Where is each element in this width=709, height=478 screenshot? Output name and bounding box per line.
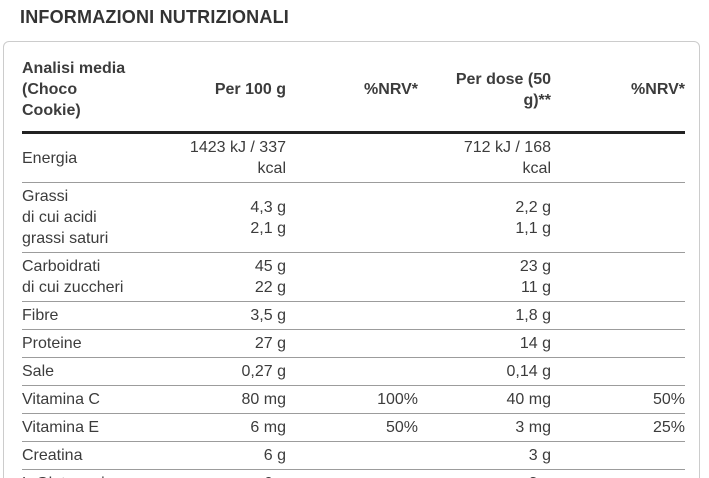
nutrition-card: Analisi media (Choco Cookie) Per 100 g %… [3,41,700,478]
table-row-proteine: Proteine 27 g 14 g [22,329,685,358]
nutrient-label: Vitamina E [22,413,172,442]
nutrient-label: Energia [22,149,78,167]
table-row-fibre: Fibre 3,5 g 1,8 g [22,301,685,330]
table-row-creatina: Creatina 6 g 3 g [22,441,685,470]
nrv-per-100g [286,301,418,330]
nrv-per-dose: 50% [551,385,685,414]
nrv-per-100g [286,329,418,358]
col-header-per-100g: Per 100 g [172,48,286,134]
table-row-carboidrati: Carboidrati di cui zuccheri 45 g 22 g 23… [22,252,685,302]
nrv-per-dose [551,469,685,478]
nrv-per-100g [286,252,418,302]
value-per-dose: 712 kJ / 168 kcal [418,133,551,183]
table-row-grassi: Grassi di cui acidi grassi saturi 4,3 g … [22,182,685,253]
nrv-per-dose: 25% [551,413,685,442]
value-per-100g: 6 mg [172,413,286,442]
table-row-sale: Sale 0,27 g 0,14 g [22,357,685,386]
page-title: INFORMAZIONI NUTRIZIONALI [20,7,289,27]
header-row: Analisi media (Choco Cookie) Per 100 g %… [22,48,685,134]
value-per-dose: 14 g [418,329,551,358]
nrv-per-100g: 50% [286,413,418,442]
nrv-per-dose [551,301,685,330]
value-per-100g: 3,5 g [172,301,286,330]
nrv-per-dose [551,133,685,183]
nrv-per-dose [551,252,685,302]
col-header-nrv-100g: %NRV* [286,48,418,134]
value-per-100g: 80 mg [172,385,286,414]
nrv-per-100g [286,357,418,386]
nrv-per-100g [286,133,418,183]
value-per-dose: 23 g 11 g [418,252,551,302]
nutrition-table-body: Energia 1423 kJ / 337 kcal 712 kJ / 168 … [22,133,685,478]
value-per-dose: 3 mg [418,413,551,442]
value-per-100g: 1423 kJ / 337 kcal [189,139,286,177]
table-row-l-glutammina: L-Glutammina 6 g 3 g [22,469,685,478]
nutrient-label: Creatina [22,441,172,470]
nutrient-label: Proteine [22,329,172,358]
value-per-dose: 2,2 g 1,1 g [418,182,551,253]
nutrition-table-header: Analisi media (Choco Cookie) Per 100 g %… [22,48,685,134]
nutrition-table: Analisi media (Choco Cookie) Per 100 g %… [22,48,685,478]
value-per-100g: 0,27 g [172,357,286,386]
nutrient-label: Fibre [22,301,172,330]
value-per-100g: 6 g [172,469,286,478]
value-per-100g: 6 g [172,441,286,470]
nrv-per-dose [551,182,685,253]
table-row-vitamina-e: Vitamina E 6 mg 50% 3 mg 25% [22,413,685,442]
value-per-100g: 27 g [172,329,286,358]
nrv-per-100g [286,469,418,478]
value-per-100g: 4,3 g 2,1 g [172,182,286,253]
nrv-per-dose [551,357,685,386]
col-header-analisi-media: Analisi media (Choco Cookie) [22,48,172,134]
nrv-per-dose [551,329,685,358]
table-row-energia: Energia 1423 kJ / 337 kcal 712 kJ / 168 … [22,133,685,183]
col-header-nrv-dose: %NRV* [551,48,685,134]
value-per-dose: 0,14 g [418,357,551,386]
nutrient-label: Vitamina C [22,385,172,414]
col-header-per-dose-text: Per dose (50 g)** [455,70,551,109]
nrv-per-dose [551,441,685,470]
nrv-per-100g: 100% [286,385,418,414]
value-per-dose-text: 712 kJ / 168 kcal [463,139,551,177]
nutrient-label: Carboidrati di cui zuccheri [22,252,172,302]
value-per-dose: 3 g [418,441,551,470]
nutrient-label: L-Glutammina [22,469,172,478]
value-per-dose: 1,8 g [418,301,551,330]
nutrient-label: Sale [22,357,172,386]
nrv-per-100g [286,441,418,470]
value-per-dose: 3 g [418,469,551,478]
value-per-dose: 40 mg [418,385,551,414]
nutrient-label: Grassi di cui acidi grassi saturi [22,182,172,253]
value-per-100g: 45 g 22 g [172,252,286,302]
col-header-per-dose: Per dose (50 g)** [418,48,551,134]
table-row-vitamina-c: Vitamina C 80 mg 100% 40 mg 50% [22,385,685,414]
nrv-per-100g [286,182,418,253]
